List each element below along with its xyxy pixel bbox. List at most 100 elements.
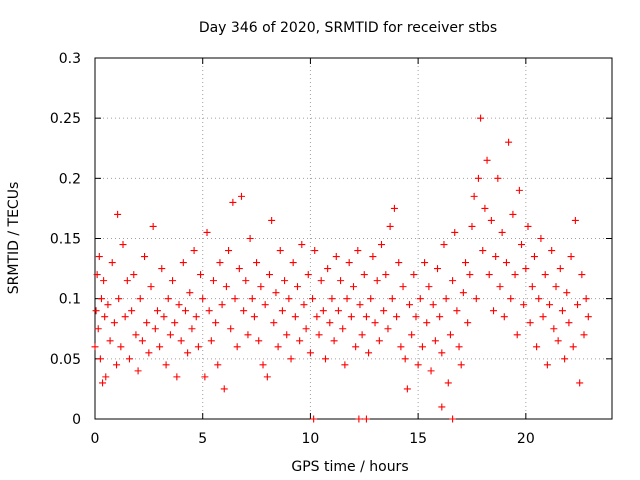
data-point <box>444 379 452 387</box>
data-point <box>199 295 207 303</box>
data-point <box>194 343 202 351</box>
data-point <box>268 216 276 224</box>
data-point <box>298 241 306 249</box>
data-point <box>291 313 299 321</box>
data-point <box>487 216 495 224</box>
data-point <box>358 331 366 339</box>
data-point <box>386 222 394 230</box>
data-point <box>434 265 442 273</box>
data-point <box>214 361 222 369</box>
data-point <box>138 337 146 345</box>
data-point <box>276 247 284 255</box>
axis-ticks: 0 5 10 15 20 0 0.05 0.1 0.15 0.2 0.25 0.3 <box>50 51 612 447</box>
data-point <box>378 241 386 249</box>
data-point <box>535 295 543 303</box>
data-point <box>237 192 245 200</box>
data-point <box>293 283 301 291</box>
data-point <box>156 343 164 351</box>
data-point <box>520 301 528 309</box>
data-point <box>186 289 194 297</box>
data-point <box>171 319 179 327</box>
data-point <box>479 247 487 255</box>
data-point <box>304 271 312 279</box>
data-point <box>436 313 444 321</box>
data-point <box>101 313 109 321</box>
data-point <box>147 283 155 291</box>
data-point <box>470 192 478 200</box>
data-point <box>530 253 538 261</box>
data-point <box>453 307 461 315</box>
data-point <box>106 337 114 345</box>
data-point <box>302 325 310 333</box>
data-point <box>507 295 515 303</box>
data-point <box>274 343 282 351</box>
data-point <box>220 385 228 393</box>
data-point <box>272 289 280 297</box>
chart-title: Day 346 of 2020, SRMTID for receiver stb… <box>199 20 497 36</box>
data-point <box>134 367 142 375</box>
data-point <box>244 331 252 339</box>
data-point <box>425 283 433 291</box>
data-point <box>496 283 504 291</box>
data-point <box>371 319 379 327</box>
data-point <box>143 319 151 327</box>
data-point <box>212 319 220 327</box>
data-point <box>95 253 103 261</box>
data-point <box>289 259 297 267</box>
data-point <box>464 319 472 327</box>
data-point <box>539 313 547 321</box>
data-point <box>414 361 422 369</box>
data-point <box>113 361 121 369</box>
y-tick-label: 0.3 <box>59 51 81 67</box>
data-point <box>341 361 349 369</box>
data-points <box>91 114 592 423</box>
data-point <box>121 313 129 321</box>
data-point <box>502 259 510 267</box>
data-point <box>319 307 327 315</box>
data-point <box>177 337 185 345</box>
data-point <box>554 337 562 345</box>
y-tick-label: 0.15 <box>50 232 81 248</box>
data-point <box>108 259 116 267</box>
data-point <box>550 325 558 333</box>
data-point <box>104 301 112 309</box>
data-point <box>563 289 571 297</box>
plot-frame <box>94 57 613 420</box>
data-point <box>393 313 401 321</box>
data-point <box>397 343 405 351</box>
data-point <box>332 253 340 261</box>
data-point <box>317 277 325 285</box>
data-point <box>233 343 241 351</box>
data-point <box>162 361 170 369</box>
data-point <box>175 301 183 309</box>
data-point <box>300 301 308 309</box>
data-point <box>462 259 470 267</box>
data-point <box>362 415 370 423</box>
data-point <box>369 253 377 261</box>
data-point <box>474 174 482 182</box>
y-axis-label: SRMTID / TECUs <box>6 182 22 295</box>
data-point <box>110 319 118 327</box>
data-point <box>533 343 541 351</box>
data-point <box>567 253 575 261</box>
data-point <box>257 283 265 291</box>
data-point <box>92 307 100 315</box>
data-point <box>526 319 534 327</box>
data-point <box>166 331 174 339</box>
data-point <box>429 301 437 309</box>
data-point <box>197 271 205 279</box>
y-tick-label: 0.05 <box>50 352 81 368</box>
data-point <box>173 373 181 381</box>
data-point <box>164 295 172 303</box>
data-point <box>136 295 144 303</box>
data-point <box>360 271 368 279</box>
data-point <box>403 385 411 393</box>
data-point <box>505 138 513 146</box>
data-point <box>287 355 295 363</box>
data-point <box>552 283 560 291</box>
data-point <box>485 271 493 279</box>
data-point <box>188 325 196 333</box>
data-point <box>543 361 551 369</box>
data-point <box>472 295 480 303</box>
data-point <box>347 313 355 321</box>
